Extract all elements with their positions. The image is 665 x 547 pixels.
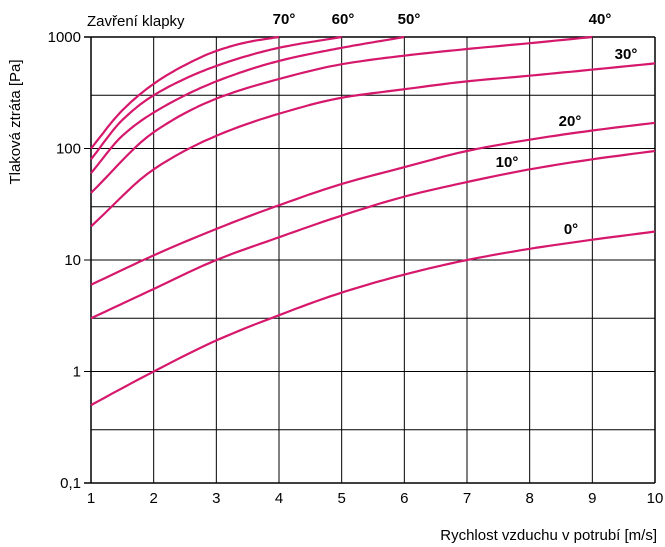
x-tick-label: 2 [149, 490, 157, 507]
y-tick-label: 1 [73, 364, 81, 381]
grid [84, 36, 656, 484]
curve-30-degrees [90, 62, 656, 228]
legend-title: Zavření klapky [87, 13, 185, 30]
x-tick-label: 6 [400, 490, 408, 507]
curve-label-30-degrees: 30° [615, 46, 638, 63]
y-tick-label: 1000 [48, 29, 81, 46]
curve-40-degrees [90, 35, 593, 194]
curve-70-degrees [90, 35, 280, 150]
y-tick-label: 10 [64, 252, 81, 269]
curve-10-degrees [90, 149, 656, 320]
curve-label-0-degrees: 0° [564, 221, 578, 238]
x-tick-label: 3 [212, 490, 220, 507]
curve-50-degrees [90, 35, 405, 174]
x-tick-label: 8 [525, 490, 533, 507]
x-axis-title: Rychlost vzduchu v potrubí [m/s] [440, 527, 657, 544]
curves [90, 35, 656, 407]
y-tick-label: 100 [56, 141, 81, 158]
curve-labels: 0° 10° 20° 30° 40° 50° 60° 70° [273, 11, 638, 238]
curve-label-60-degrees: 60° [332, 11, 355, 28]
tick-labels: 1 2 3 4 5 6 7 8 9 10 0,1 1 10 100 1000 [48, 29, 664, 507]
x-tick-label: 5 [337, 490, 345, 507]
curve-label-40-degrees: 40° [589, 11, 612, 28]
y-tick-label: 0,1 [60, 475, 81, 492]
curve-label-20-degrees: 20° [559, 113, 582, 130]
y-axis-title: Tlaková ztráta [Pa] [7, 59, 24, 184]
curve-20-degrees [90, 121, 656, 286]
x-tick-label: 7 [463, 490, 471, 507]
curve-60-degrees [90, 35, 342, 160]
curve-label-50-degrees: 50° [398, 11, 421, 28]
x-tick-label: 10 [647, 490, 664, 507]
x-tick-label: 9 [588, 490, 596, 507]
curve-label-70-degrees: 70° [273, 11, 296, 28]
curve-0-degrees [90, 230, 656, 407]
x-tick-label: 1 [87, 490, 95, 507]
curve-label-10-degrees: 10° [496, 154, 519, 171]
x-tick-label: 4 [275, 490, 283, 507]
